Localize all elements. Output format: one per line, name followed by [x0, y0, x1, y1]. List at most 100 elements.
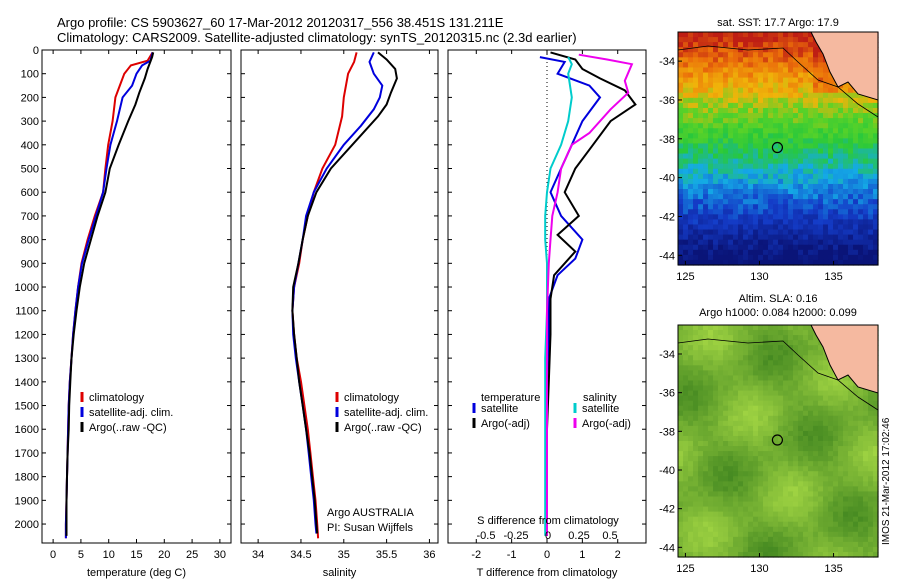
map-cell — [723, 446, 729, 452]
map-cell — [818, 128, 824, 134]
map-cell — [783, 410, 789, 417]
map-cell — [838, 219, 844, 226]
map-cell — [738, 340, 744, 346]
x-tick-label: 5 — [78, 549, 84, 561]
map-cell — [773, 451, 779, 457]
map-cell — [738, 466, 744, 472]
map-cell — [753, 173, 759, 180]
map-cell — [858, 461, 864, 467]
map-cell — [728, 148, 734, 155]
map-cell — [848, 138, 854, 145]
map-cell — [688, 47, 694, 53]
map-cell — [868, 506, 874, 513]
map-cell — [828, 546, 834, 553]
map-cell — [773, 456, 779, 462]
map-cell — [793, 42, 799, 48]
map-cell — [828, 365, 834, 371]
map-cell — [728, 526, 734, 533]
map-cell — [803, 118, 809, 124]
map-cell — [758, 148, 764, 155]
map-cell — [798, 102, 804, 109]
map-cell — [863, 446, 869, 452]
map-cell — [798, 395, 804, 402]
map-cell — [813, 244, 819, 251]
map-cell — [863, 536, 869, 543]
map-cell — [798, 163, 804, 170]
map-cell — [678, 254, 684, 261]
map-cell — [693, 526, 699, 533]
map-cell — [808, 92, 814, 99]
map-cell — [783, 506, 789, 513]
map-cell — [773, 183, 779, 190]
map-cell — [723, 496, 729, 503]
map-cell — [693, 244, 699, 251]
map-cell — [853, 531, 859, 538]
map-cell — [798, 67, 804, 74]
map-cell — [833, 87, 839, 94]
map-cell — [718, 511, 724, 518]
map-cell — [688, 72, 694, 79]
map-cell — [763, 511, 769, 518]
map-cell — [718, 133, 724, 139]
map-cell — [718, 229, 724, 236]
map-cell — [688, 113, 694, 119]
map-cell — [773, 189, 779, 195]
map-cell — [868, 123, 874, 129]
map-cell — [768, 471, 774, 477]
map-cell — [688, 546, 694, 553]
annotation-argo: Argo AUSTRALIA — [327, 507, 414, 519]
map-cell — [693, 385, 699, 392]
map-cell — [763, 350, 769, 356]
map-cell — [698, 546, 704, 553]
map-cell — [833, 199, 839, 205]
map-cell — [718, 113, 724, 119]
map-cell — [758, 209, 764, 215]
map-cell — [778, 471, 784, 477]
map-cell — [688, 501, 694, 508]
map-cell — [718, 385, 724, 392]
map-cell — [683, 330, 689, 336]
map-cell — [718, 153, 724, 160]
map-cell — [803, 466, 809, 472]
map-cell — [713, 456, 719, 462]
map-cell — [703, 92, 709, 99]
map-cell — [873, 506, 879, 513]
map-cell — [853, 441, 859, 447]
map-cell — [803, 37, 809, 43]
map-cell — [708, 259, 714, 266]
map-cell — [683, 355, 689, 361]
map-cell — [838, 194, 844, 200]
map-cell — [823, 189, 829, 195]
map-cell — [703, 380, 709, 387]
map-cell — [833, 97, 839, 104]
map-cell — [838, 491, 844, 498]
map-cell — [773, 102, 779, 109]
map-cell — [833, 400, 839, 407]
map-cell — [783, 461, 789, 467]
map-cell — [733, 511, 739, 518]
map-cell — [823, 153, 829, 160]
map-cell — [703, 199, 709, 205]
map-cell — [818, 118, 824, 124]
map-cell — [788, 531, 794, 538]
map-cell — [808, 133, 814, 139]
map-cell — [703, 82, 709, 89]
map-cell — [748, 148, 754, 155]
map-cell — [743, 370, 749, 377]
map-cell — [778, 400, 784, 407]
map-cell — [698, 461, 704, 467]
map-cell — [873, 123, 879, 129]
map-cell — [713, 471, 719, 477]
map-cell — [853, 516, 859, 523]
map-cell — [733, 360, 739, 366]
map-cell — [843, 430, 849, 437]
map-cell — [678, 410, 684, 417]
map-cell — [728, 234, 734, 241]
y-tick-label: 800 — [21, 235, 39, 247]
map-cell — [808, 138, 814, 145]
map-cell — [718, 148, 724, 155]
map-cell — [728, 113, 734, 119]
map-cell — [733, 375, 739, 382]
map-cell — [828, 481, 834, 487]
map-cell — [768, 501, 774, 508]
